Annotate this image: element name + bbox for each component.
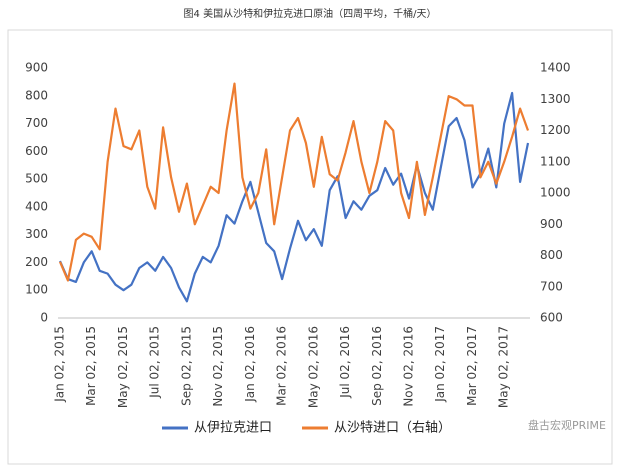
y-tick-label: 200: [25, 255, 48, 269]
y2-tick-label: 1300: [540, 92, 571, 106]
y2-tick-label: 1000: [540, 186, 571, 200]
y-tick-label: 600: [25, 144, 48, 158]
y2-tick-label: 900: [540, 217, 563, 231]
y2-tick-label: 700: [540, 279, 563, 293]
x-tick-label: Nov 02, 2015: [211, 326, 225, 407]
x-tick-label: Jul 02, 2016: [338, 326, 352, 399]
x-tick-label: Sep 02, 2015: [179, 326, 193, 406]
chart-frame: [7, 29, 613, 465]
x-tick-label: Mar 02, 2015: [84, 326, 98, 406]
series-line: [58, 82, 530, 282]
y2-tick-label: 600: [540, 311, 563, 325]
y-tick-label: 700: [25, 116, 48, 130]
y-tick-label: 800: [25, 88, 48, 102]
x-tick-label: May 02, 2015: [116, 326, 130, 408]
x-tick-label: May 02, 2016: [306, 326, 320, 408]
chart-title: 图4 美国从沙特和伊拉克进口原油（四周平均，千桶/天）: [184, 7, 437, 20]
y-tick-label: 900: [25, 61, 48, 75]
y2-tick-label: 1200: [540, 123, 571, 137]
x-tick-label: Jan 02, 2015: [53, 326, 67, 403]
y2-tick-label: 800: [540, 248, 563, 262]
y2-tick-label: 1400: [540, 61, 571, 75]
y-tick-label: 500: [25, 172, 48, 186]
y-tick-label: 100: [25, 283, 48, 297]
y-tick-label: 0: [40, 311, 48, 325]
x-tick-label: Sep 02, 2016: [370, 326, 384, 406]
x-tick-label: Mar 02, 2017: [465, 326, 479, 406]
x-tick-label: May 02, 2017: [497, 326, 511, 408]
y2-tick-label: 1100: [540, 154, 571, 168]
legend-label: 从伊拉克进口: [194, 421, 272, 436]
y-tick-label: 400: [25, 199, 48, 213]
x-tick-label: Mar 02, 2016: [275, 326, 289, 406]
x-tick-label: Jul 02, 2015: [148, 326, 162, 399]
watermark: 盘古宏观PRIME: [528, 418, 606, 432]
x-tick-label: Jan 02, 2016: [243, 326, 257, 403]
series-line: [58, 91, 530, 303]
legend-label: 从沙特进口（右轴）: [334, 421, 451, 436]
x-tick-label: Jan 02, 2017: [433, 326, 447, 403]
y-tick-label: 300: [25, 227, 48, 241]
x-tick-label: Nov 02, 2016: [402, 326, 416, 407]
